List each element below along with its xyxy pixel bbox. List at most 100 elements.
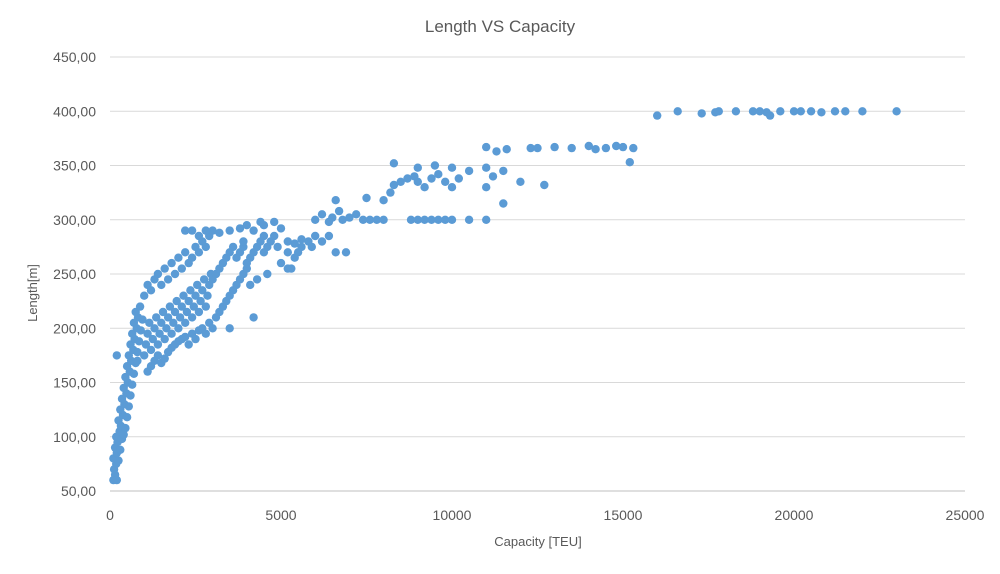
data-point: [181, 332, 190, 342]
data-point: [386, 188, 395, 197]
data-point: [817, 108, 826, 117]
data-point: [160, 264, 169, 273]
data-point: [673, 107, 682, 116]
data-point: [331, 248, 340, 257]
data-point: [116, 445, 125, 454]
data-point: [191, 291, 200, 300]
data-point: [194, 307, 204, 317]
data-point: [208, 226, 217, 235]
y-tick-label: 350,00: [53, 158, 96, 174]
data-point: [252, 275, 262, 284]
data-point: [199, 275, 209, 284]
y-tick-label: 450,00: [53, 49, 96, 65]
data-point: [186, 286, 195, 295]
data-point: [526, 143, 535, 153]
data-point: [379, 215, 388, 224]
data-point: [430, 161, 440, 170]
data-point: [122, 413, 132, 422]
data-point: [389, 159, 399, 168]
data-point: [311, 231, 320, 241]
data-point: [516, 177, 525, 186]
data-point: [629, 143, 638, 153]
data-point: [114, 456, 123, 465]
data-point: [112, 351, 122, 360]
data-point: [403, 174, 412, 183]
data-point: [194, 231, 204, 241]
x-tick-label: 5000: [265, 507, 296, 523]
data-point: [256, 217, 265, 227]
data-point: [434, 170, 443, 179]
data-point: [290, 239, 299, 248]
x-tick-label: 0: [106, 507, 114, 523]
data-point: [396, 177, 405, 186]
data-point: [427, 174, 436, 183]
data-point: [150, 324, 159, 333]
data-point: [420, 183, 429, 192]
data-point: [119, 430, 128, 439]
data-point: [420, 215, 429, 224]
data-point: [112, 475, 122, 485]
data-point: [162, 324, 171, 333]
data-point: [126, 391, 135, 400]
data-point: [146, 345, 156, 355]
y-tick-label: 400,00: [53, 103, 96, 119]
data-point: [270, 217, 279, 227]
data-point: [806, 107, 816, 116]
y-tick-label: 250,00: [53, 266, 96, 282]
data-point: [124, 402, 133, 411]
data-point: [143, 329, 152, 338]
data-point: [830, 107, 840, 116]
data-point: [184, 340, 193, 349]
data-point: [196, 296, 205, 306]
data-point: [434, 215, 443, 224]
data-point: [499, 199, 508, 208]
data-point: [464, 215, 474, 224]
data-point: [488, 172, 498, 181]
data-point: [191, 334, 200, 344]
y-tick-label: 150,00: [53, 375, 96, 391]
data-point: [246, 280, 255, 290]
data-point: [169, 318, 178, 327]
data-point: [140, 291, 149, 300]
data-point: [755, 107, 764, 116]
data-point: [482, 183, 491, 192]
data-point: [175, 313, 185, 322]
data-point: [270, 231, 279, 241]
data-point: [447, 215, 457, 224]
data-point: [208, 324, 217, 333]
data-point: [796, 107, 805, 116]
data-point: [181, 248, 190, 257]
data-point: [492, 147, 501, 156]
x-tick-label: 25000: [946, 507, 985, 523]
data-point: [259, 231, 269, 241]
data-point: [324, 231, 334, 241]
data-point: [157, 280, 166, 290]
data-point: [225, 226, 234, 235]
data-point: [276, 224, 286, 233]
data-point: [413, 215, 422, 224]
y-tick-label: 50,00: [61, 483, 96, 499]
data-point: [413, 163, 422, 172]
data-point: [765, 111, 775, 120]
data-point: [892, 107, 901, 116]
data-point: [235, 224, 245, 233]
data-point: [406, 215, 416, 224]
data-point: [372, 215, 381, 224]
data-point: [533, 143, 542, 153]
data-point: [187, 313, 197, 322]
data-point: [135, 302, 145, 311]
data-point: [584, 141, 593, 151]
data-point: [379, 196, 388, 205]
data-point: [189, 302, 198, 311]
data-point: [454, 174, 463, 183]
data-point: [194, 248, 204, 257]
data-point: [181, 318, 190, 327]
data-point: [591, 145, 600, 154]
data-point: [163, 275, 173, 284]
data-point: [447, 183, 457, 192]
y-tick-label: 200,00: [53, 320, 96, 336]
data-point: [181, 226, 190, 235]
data-point: [155, 329, 164, 338]
data-point: [170, 307, 180, 317]
